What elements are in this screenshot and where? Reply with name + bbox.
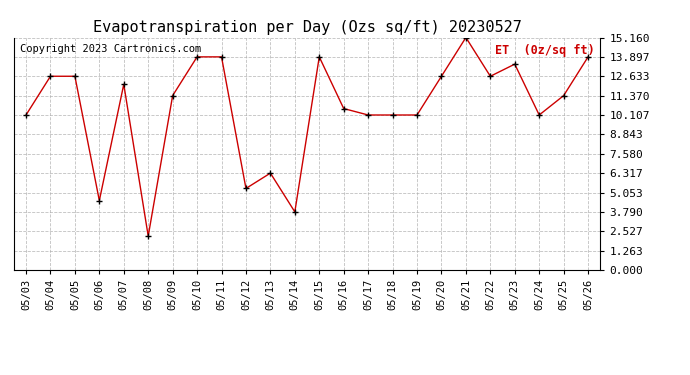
Text: ET  (0z/sq ft): ET (0z/sq ft) [495, 45, 594, 57]
ET  (0z/sq ft) [364, 113, 373, 117]
ET  (0z/sq ft) [584, 55, 592, 59]
ET  (0z/sq ft) [413, 113, 421, 117]
ET  (0z/sq ft) [437, 74, 446, 78]
ET  (0z/sq ft) [315, 55, 324, 59]
ET  (0z/sq ft) [71, 74, 79, 78]
ET  (0z/sq ft) [22, 113, 30, 117]
ET  (0z/sq ft) [119, 82, 128, 87]
ET  (0z/sq ft) [339, 106, 348, 111]
ET  (0z/sq ft) [290, 210, 299, 214]
Text: Copyright 2023 Cartronics.com: Copyright 2023 Cartronics.com [19, 45, 201, 54]
ET  (0z/sq ft) [168, 93, 177, 98]
ET  (0z/sq ft) [46, 74, 55, 78]
Line: ET  (0z/sq ft): ET (0z/sq ft) [23, 34, 591, 240]
Title: Evapotranspiration per Day (Ozs sq/ft) 20230527: Evapotranspiration per Day (Ozs sq/ft) 2… [92, 20, 522, 35]
ET  (0z/sq ft) [511, 62, 519, 66]
ET  (0z/sq ft) [560, 93, 568, 98]
ET  (0z/sq ft) [95, 198, 104, 203]
ET  (0z/sq ft) [462, 35, 470, 40]
ET  (0z/sq ft) [266, 171, 275, 176]
ET  (0z/sq ft) [535, 113, 543, 117]
ET  (0z/sq ft) [241, 186, 250, 191]
ET  (0z/sq ft) [388, 113, 397, 117]
ET  (0z/sq ft) [193, 55, 201, 59]
ET  (0z/sq ft) [144, 234, 152, 238]
ET  (0z/sq ft) [217, 55, 226, 59]
ET  (0z/sq ft) [486, 74, 495, 78]
